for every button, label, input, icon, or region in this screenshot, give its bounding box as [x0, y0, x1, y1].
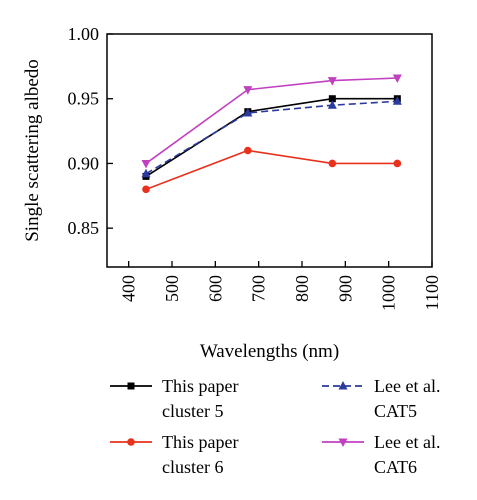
- x-tick-label: 500: [162, 275, 182, 302]
- y-tick-label: 0.95: [68, 89, 100, 109]
- legend-item-1: This paper cluster 5: [110, 376, 238, 421]
- legend-item-4: Lee et al. CAT6: [322, 432, 440, 477]
- legend-label-line: Lee et al.: [374, 376, 440, 396]
- triangle-down-marker: [392, 74, 402, 84]
- legend-label-line: CAT6: [374, 457, 417, 477]
- square-marker: [127, 382, 135, 390]
- triangle-down-marker: [327, 77, 337, 86]
- circle-marker: [393, 159, 402, 168]
- legend-label-line: CAT5: [374, 401, 417, 421]
- triangle-down-marker: [243, 86, 253, 95]
- triangle-down-marker: [338, 438, 348, 447]
- triangle-up-marker: [392, 96, 402, 105]
- x-tick-label: 700: [249, 275, 269, 302]
- x-tick-label: 1100: [422, 275, 442, 310]
- series-line: [145, 97, 398, 178]
- x-tick-label: 400: [119, 275, 139, 302]
- series-3: [141, 96, 402, 178]
- x-tick-label: 900: [335, 275, 355, 302]
- series-2: [142, 146, 402, 194]
- plot-frame: [106, 33, 433, 268]
- circle-marker: [142, 185, 150, 194]
- legend-label-line: This paper: [162, 432, 238, 452]
- x-axis-label: Wavelengths (nm): [200, 341, 339, 362]
- triangle-up-marker: [327, 100, 337, 109]
- x-tick-label: 1000: [379, 275, 399, 311]
- triangle-down-marker: [141, 159, 151, 169]
- legend-item-3: Lee et al. CAT5: [322, 376, 440, 421]
- circle-marker: [127, 438, 135, 446]
- y-tick-label: 0.90: [68, 153, 100, 173]
- square-marker: [328, 95, 336, 103]
- legend-label-line: cluster 6: [162, 457, 223, 477]
- series-line: [145, 77, 398, 165]
- circle-marker: [328, 159, 337, 168]
- legend-label-line: This paper: [162, 376, 238, 396]
- triangle-up-marker: [243, 107, 253, 117]
- x-tick-label: 800: [292, 275, 312, 302]
- y-tick-label: 0.85: [68, 218, 100, 238]
- legend-label-line: Lee et al.: [374, 432, 440, 452]
- triangle-up-marker: [141, 168, 151, 178]
- y-tick-label: 1.00: [68, 24, 100, 44]
- legend-item-2: This paper cluster 6: [110, 432, 238, 477]
- x-tick-label: 600: [205, 275, 225, 302]
- triangle-up-marker: [338, 381, 348, 390]
- series-line: [145, 100, 398, 175]
- legend-label-line: cluster 5: [162, 401, 223, 421]
- series-4: [141, 74, 402, 169]
- series-line: [145, 149, 398, 191]
- plot-area: 0.85 0.90 0.95 1.00 400 500 600 700 800 900 1000 11…: [68, 24, 443, 311]
- circle-marker: [244, 146, 252, 155]
- y-axis-label: Single scattering albedo: [22, 59, 43, 242]
- legend: This paper cluster 5 This paper cluster 6 Le…: [110, 376, 440, 477]
